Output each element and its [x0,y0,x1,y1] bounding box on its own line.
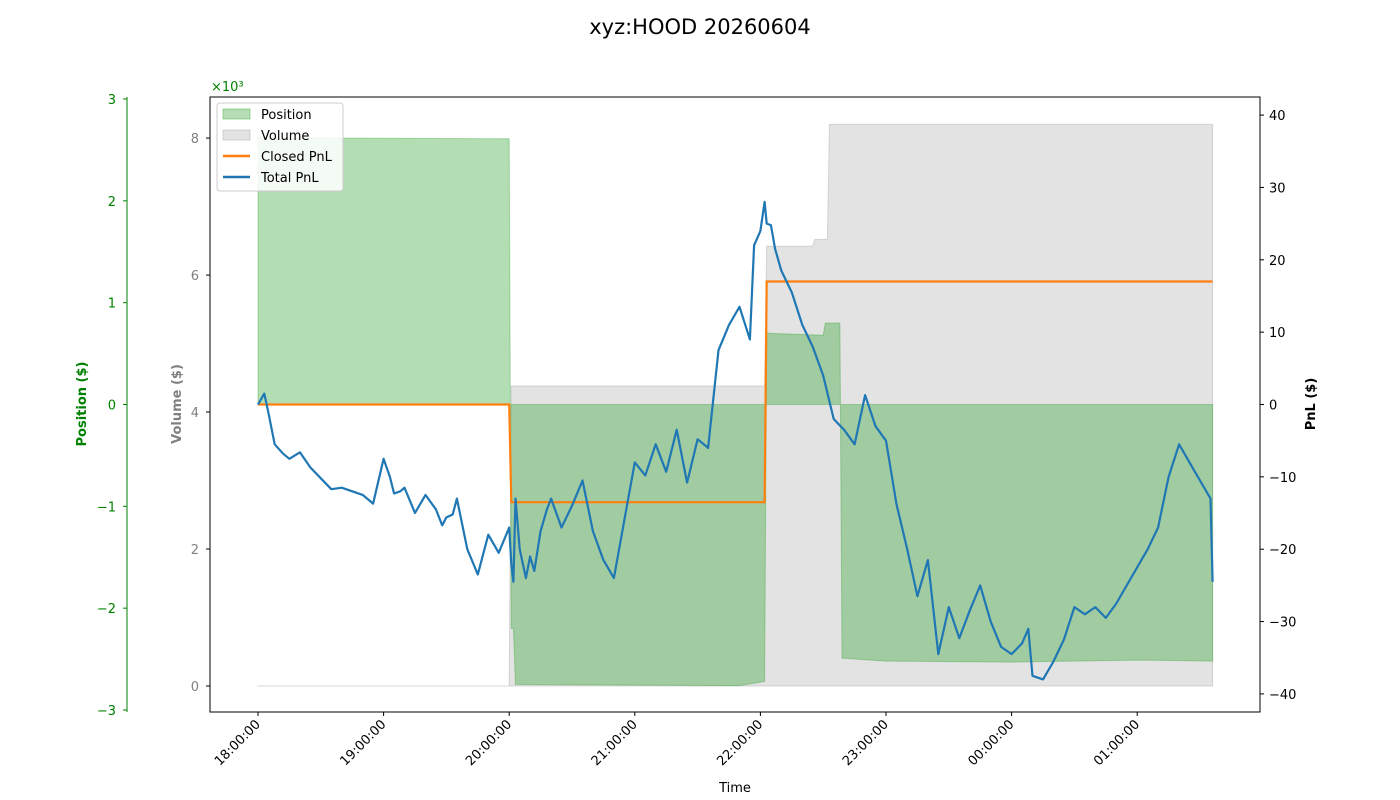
position-tick-label: 2 [108,195,116,210]
volume-axis-label: Volume ($) [170,364,185,444]
legend-label-volume: Volume [261,129,309,144]
legend-label-position: Position [261,108,312,123]
position-tick-label: 3 [108,93,116,108]
pnl-axis: −40 −30 −20 −10 0 10 20 30 40 [1260,109,1296,703]
position-multiplier: ×10³ [211,80,244,95]
time-tick-label: 18:00:00 [212,717,264,769]
legend-label-closed-pnl: Closed PnL [261,150,333,165]
position-tick-label: 0 [108,399,116,414]
time-tick-label: 20:00:00 [463,717,515,769]
pnl-tick-label: −10 [1269,471,1296,486]
volume-area [257,123,1214,687]
x-axis-label: Time [718,781,751,796]
legend-label-total-pnl: Total PnL [260,171,319,186]
volume-tick-label: 6 [191,269,199,284]
pnl-tick-label: 40 [1269,109,1286,124]
volume-tick-label: 8 [191,132,199,147]
pnl-tick-label: −40 [1269,688,1296,703]
position-tick-label: −2 [97,602,116,617]
time-tick-label: 01:00:00 [1091,717,1143,769]
volume-tick-label: 4 [191,406,199,421]
position-area [257,137,1214,687]
position-tick-label: 1 [108,297,116,312]
pnl-tick-label: 10 [1269,326,1286,341]
time-tick-label: 23:00:00 [840,717,892,769]
pnl-axis-label: PnL ($) [1304,378,1319,431]
position-axis: −3 −2 −1 0 1 2 3 [97,93,128,719]
pnl-tick-label: −20 [1269,543,1296,558]
position-axis-label: Position ($) [75,362,90,447]
pnl-tick-label: 0 [1269,399,1277,414]
pnl-tick-label: 20 [1269,254,1286,269]
position-tick-label: −1 [97,500,116,515]
legend: Position Volume Closed PnL Total PnL [216,102,344,192]
volume-tick-label: 0 [191,680,199,695]
closed-pnl-line [258,280,1213,504]
pnl-tick-label: 30 [1269,181,1286,196]
time-tick-label: 00:00:00 [966,717,1018,769]
pnl-tick-label: −30 [1269,616,1296,631]
position-tick-label: −3 [97,704,116,719]
time-tick-label: 22:00:00 [714,717,766,769]
chart-title: xyz:HOOD 20260604 [589,15,811,39]
time-tick-label: 19:00:00 [338,717,390,769]
legend-frame [216,102,344,192]
volume-tick-label: 2 [191,543,199,558]
legend-swatch-position [222,108,251,120]
volume-axis: 0 2 4 6 8 [191,132,210,695]
total-pnl-line [257,200,1214,681]
time-axis: 18:00:00 19:00:00 20:00:00 21:00:00 22:00:00… [212,712,1143,769]
legend-swatch-volume [222,129,251,141]
plot-area [257,123,1214,687]
time-tick-label: 21:00:00 [589,717,641,769]
